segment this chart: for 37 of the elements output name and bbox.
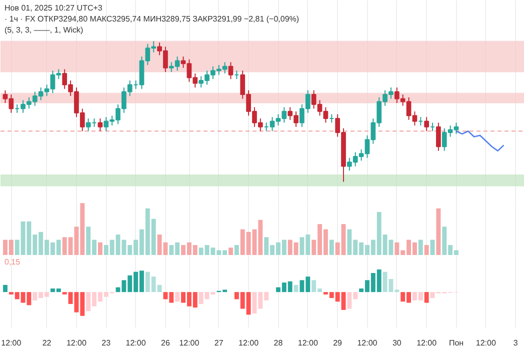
x-tick-label: Пон <box>448 338 464 348</box>
x-tick-label: 30 <box>392 338 402 348</box>
x-tick-label: 12:00 <box>476 338 496 348</box>
text: 0,15 <box>4 258 21 266</box>
x-tick-label: 12:00 <box>238 338 260 348</box>
x-tick-label: 22 <box>42 338 52 348</box>
x-tick-label: 23 <box>102 338 112 348</box>
bar <box>294 284 298 292</box>
bar <box>329 240 334 255</box>
text: (5, 3, 3, ——, 1, Wick) <box>4 26 84 34</box>
bar <box>234 245 239 255</box>
bar <box>98 242 102 255</box>
x-tick-label: 12:00 <box>357 338 378 348</box>
x-tick-label: 28 <box>274 338 284 348</box>
bar <box>436 208 441 255</box>
text: · 1ч · FX ОТКР3294,80 МАКС3295,74 МИН3289,75 ЗАКР3291,99 −2,81 (−0,09%) <box>4 14 300 24</box>
bar <box>418 240 423 255</box>
candlestick <box>228 62 234 80</box>
x-tick-label: 26 <box>161 338 170 348</box>
candlestick <box>98 118 103 132</box>
x-tick-label: 3 <box>513 338 518 348</box>
x-tick-label: 29 <box>333 338 343 348</box>
bar <box>424 245 429 255</box>
bar <box>3 284 8 292</box>
candlestick <box>436 122 441 152</box>
x-tick-label: 12:00 <box>179 338 200 348</box>
x-tick-label: 12:00 <box>416 338 438 348</box>
x-tick-label: 27 <box>214 338 224 348</box>
bar <box>424 292 429 303</box>
bar <box>175 292 180 302</box>
candlestick <box>424 116 430 132</box>
x-tick-label: 12:00 <box>1 338 22 348</box>
x-tick-label: 12:00 <box>298 338 318 348</box>
text: Нов 01, 2025 10:27 UTC+3 <box>4 4 103 12</box>
x-tick-label: 12:00 <box>66 338 88 348</box>
x-tick-label: 12:00 <box>126 338 146 348</box>
bar <box>228 248 233 255</box>
